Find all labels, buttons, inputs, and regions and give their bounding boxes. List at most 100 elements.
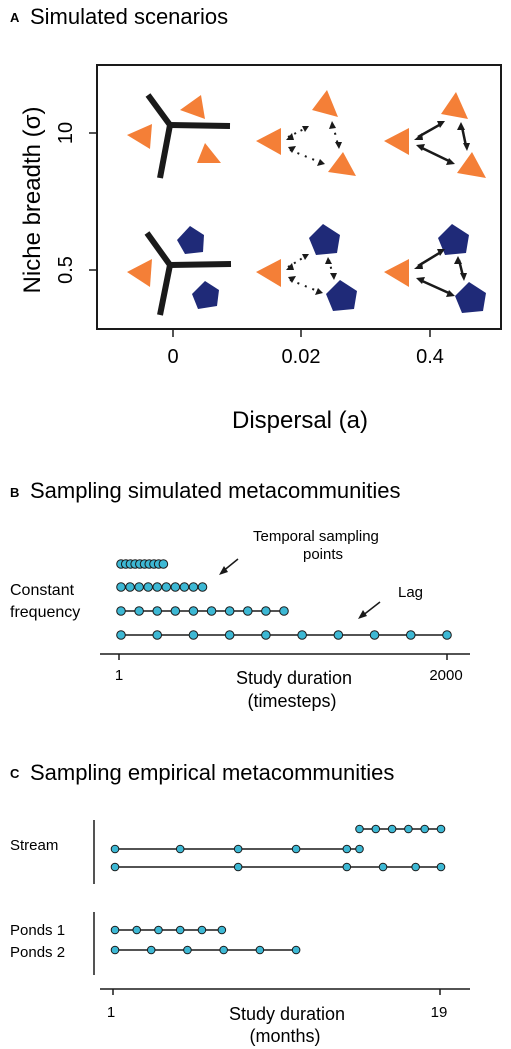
- barrier-arm: [169, 122, 231, 129]
- sampling-point: [261, 630, 271, 640]
- orange-triangle: [256, 259, 281, 287]
- sampling-point: [224, 606, 235, 616]
- orange-triangle: [127, 259, 152, 287]
- sampling-point: [279, 606, 289, 616]
- sampling-point: [158, 559, 169, 569]
- panel-b-letter: B: [10, 485, 19, 500]
- scenario-low-dispersal-high-breadth: [256, 90, 356, 176]
- sampling-point: [116, 582, 126, 592]
- navy-pentagon: [177, 226, 204, 254]
- arrowhead: [330, 273, 337, 280]
- sampling-point: [146, 945, 156, 955]
- panel-c-x-tick-max: 19: [431, 1004, 448, 1021]
- temporal-sampling-label-1: Temporal sampling: [253, 528, 379, 545]
- arrowhead: [335, 142, 342, 149]
- row-label-frequency: frequency: [10, 604, 80, 621]
- sampling-point: [217, 925, 227, 935]
- dispersal-arrow: [460, 126, 468, 147]
- navy-pentagon: [438, 224, 469, 255]
- sampling-point: [371, 824, 381, 834]
- panel-b-sampling-rows: [116, 559, 452, 640]
- arrowhead: [437, 121, 445, 128]
- sampling-point: [188, 582, 199, 592]
- arrowhead: [446, 290, 455, 297]
- orange-triangle: [180, 95, 205, 119]
- scenario-low-dispersal-low-breadth: [256, 224, 357, 311]
- y-tick-label-05: 0.5: [55, 256, 77, 284]
- arrowhead: [288, 276, 296, 283]
- sampling-point: [233, 844, 243, 854]
- sampling-point: [411, 862, 420, 872]
- panel-b-title: Sampling simulated metacommunities: [30, 478, 401, 503]
- orange-triangle: [127, 124, 152, 149]
- dashed-arrow: [289, 279, 321, 293]
- dispersal-arrow: [419, 278, 452, 296]
- panel-a-title: Simulated scenarios: [30, 4, 228, 29]
- sampling-point: [179, 582, 190, 592]
- sampling-point: [297, 630, 307, 640]
- y-axis-label: Niche breadth (σ): [19, 107, 46, 294]
- arrowhead: [446, 158, 455, 165]
- sampling-point: [175, 925, 185, 935]
- sampling-point: [110, 844, 120, 854]
- dashed-arrow: [332, 124, 339, 146]
- sampling-point: [219, 945, 228, 955]
- orange-triangle: [256, 128, 281, 155]
- orange-triangle: [312, 90, 338, 117]
- sampling-point: [291, 844, 301, 854]
- navy-pentagon: [455, 282, 486, 313]
- arrowhead: [286, 263, 294, 270]
- arrowhead: [454, 256, 462, 264]
- arrowhead: [325, 257, 332, 264]
- arrowhead: [286, 133, 294, 140]
- arrowhead: [457, 122, 465, 130]
- dashed-arrow: [328, 259, 334, 277]
- scenario-no-dispersal-high-breadth: [127, 93, 231, 179]
- arrowhead: [416, 277, 425, 284]
- sampling-point: [436, 862, 446, 872]
- panel-b-x-tick-max: 2000: [429, 667, 462, 684]
- sampling-point: [134, 606, 144, 616]
- panel-b-x-tick-min: 1: [115, 667, 123, 684]
- sampling-point: [132, 925, 142, 935]
- arrowhead: [302, 254, 309, 260]
- sampling-point: [420, 824, 430, 834]
- navy-pentagon: [326, 280, 357, 311]
- orange-triangle: [384, 128, 409, 155]
- orange-triangle: [328, 152, 356, 176]
- sampling-point: [261, 606, 271, 616]
- orange-triangle: [457, 152, 486, 178]
- sampling-point: [188, 630, 199, 640]
- sampling-point: [405, 630, 416, 640]
- arrowhead: [460, 273, 467, 281]
- sampling-point: [188, 606, 199, 616]
- sampling-point: [110, 925, 120, 935]
- dispersal-arrow: [419, 145, 452, 164]
- panel-b-x-label-2: (timesteps): [247, 691, 336, 711]
- arrowhead: [358, 610, 367, 619]
- scenario-no-dispersal-low-breadth: [127, 226, 232, 316]
- panel-c-x-tick-min: 1: [107, 1004, 115, 1021]
- panel-b-x-label-1: Study duration: [236, 668, 352, 688]
- x-tick-label-002: 0.02: [282, 346, 321, 368]
- arrowhead: [219, 566, 228, 575]
- arrowhead: [416, 144, 425, 151]
- panel-c-x-label-1: Study duration: [229, 1004, 345, 1024]
- panel-c-title: Sampling empirical metacommunities: [30, 760, 394, 785]
- barrier-arm: [169, 261, 232, 268]
- sampling-point: [333, 630, 344, 640]
- sampling-point: [387, 824, 397, 834]
- orange-triangle: [441, 92, 468, 119]
- sampling-point: [355, 824, 364, 834]
- panel-c-letter: C: [10, 766, 20, 781]
- sampling-point: [233, 862, 243, 872]
- arrowhead: [414, 262, 423, 269]
- sampling-point: [436, 824, 446, 834]
- lag-label: Lag: [398, 584, 423, 601]
- arrowhead: [317, 159, 325, 166]
- navy-pentagon: [309, 224, 340, 255]
- y-tick-label-10: 10: [55, 122, 77, 144]
- sampling-point: [110, 945, 120, 955]
- orange-triangle: [197, 143, 221, 163]
